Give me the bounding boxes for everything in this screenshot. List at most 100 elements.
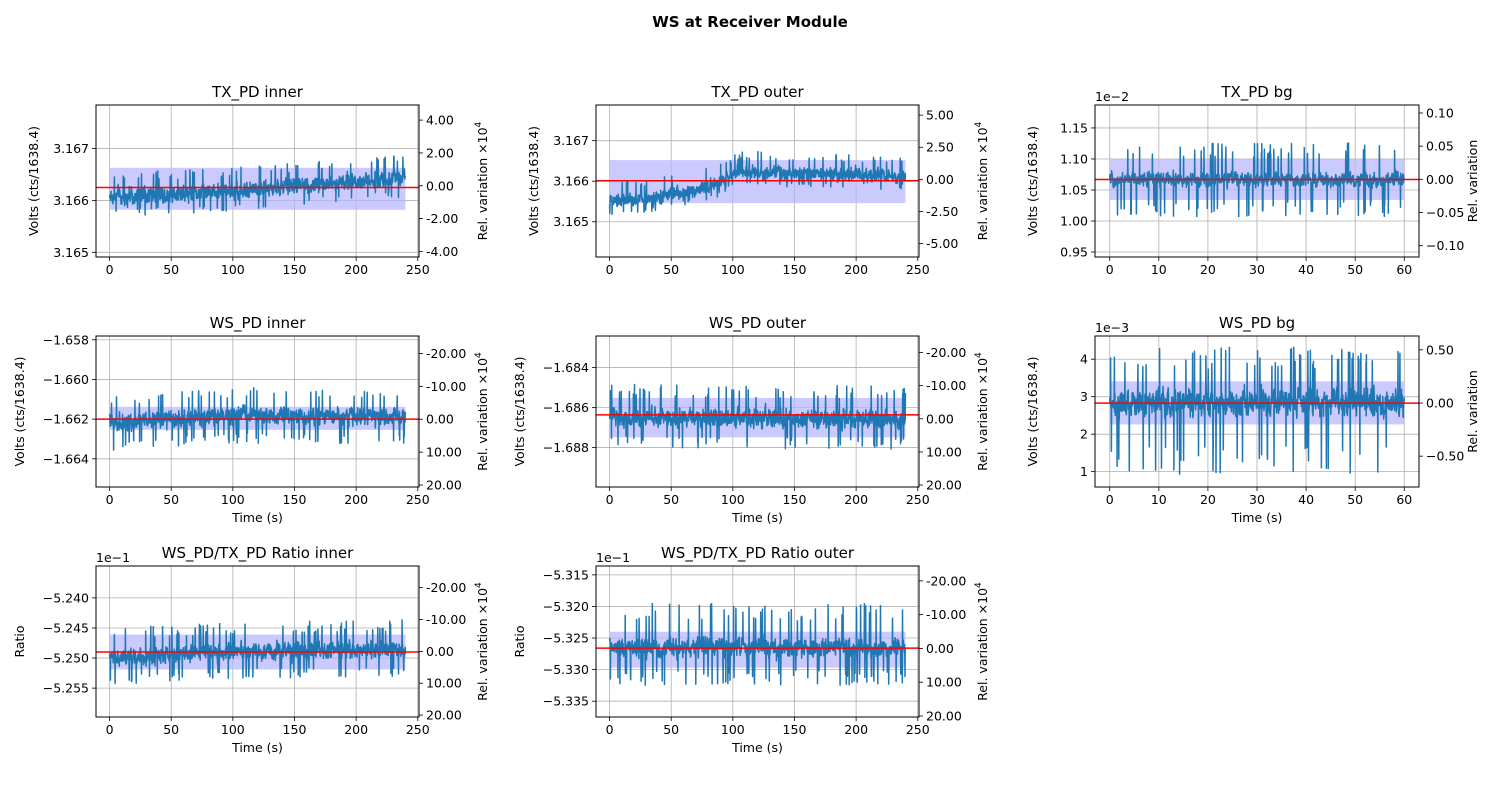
right-axis-label-exponent: 4 <box>474 582 484 588</box>
x-tick-label: 60 <box>1396 262 1412 277</box>
right-axis-label-exponent: 4 <box>474 121 484 127</box>
x-tick-label: 150 <box>283 262 307 277</box>
x-tick-label: 100 <box>721 722 745 737</box>
x-tick-label: 150 <box>783 492 807 507</box>
right-axis-label: Rel. variation ×104 <box>474 121 490 240</box>
right-tick-label: 2.50 <box>926 140 954 155</box>
series-line <box>608 150 907 216</box>
x-tick-label: 250 <box>906 262 930 277</box>
y-tick-label: −5.325 <box>543 631 589 646</box>
y-axis-label: Volts (cts/1638.4) <box>26 126 41 236</box>
x-tick-label: 20 <box>1200 262 1216 277</box>
y-tick-label: 3.167 <box>53 141 89 156</box>
right-axis-label: Rel. variation ×104 <box>974 121 990 240</box>
y-tick-label: 1.15 <box>1060 120 1088 135</box>
x-tick-label: 50 <box>163 492 179 507</box>
axis-offset-label: 1e−1 <box>96 550 130 565</box>
x-tick-label: 250 <box>906 722 930 737</box>
x-tick-label: 100 <box>221 262 245 277</box>
series-line <box>1108 142 1405 218</box>
right-axis-label-exponent: 4 <box>974 582 984 588</box>
right-tick-label: -20.00 <box>426 346 466 361</box>
x-tick-label: 10 <box>1151 492 1167 507</box>
axes-frame <box>95 565 420 718</box>
right-tick-label: -4.00 <box>426 244 458 259</box>
right-tick-label: 10.00 <box>426 676 462 691</box>
y-tick-label: −1.664 <box>43 451 89 466</box>
y-tick-label: −5.320 <box>543 599 589 614</box>
y-tick-label: 3 <box>1080 389 1088 404</box>
x-tick-label: 50 <box>663 722 679 737</box>
x-tick-label: 150 <box>783 722 807 737</box>
series-line <box>1108 346 1406 475</box>
y-tick-label: 3.165 <box>553 214 589 229</box>
y-tick-label: 1.05 <box>1060 182 1088 197</box>
y-tick-label: −1.660 <box>43 372 89 387</box>
x-tick-label: 50 <box>163 262 179 277</box>
x-tick-label: 200 <box>844 262 868 277</box>
right-tick-label: −0.50 <box>1426 449 1464 464</box>
x-tick-label: 40 <box>1298 262 1314 277</box>
x-tick-label: 250 <box>406 262 430 277</box>
x-tick-label: 60 <box>1396 492 1412 507</box>
right-tick-label: 10.00 <box>926 675 962 690</box>
right-tick-label: 0.05 <box>1426 139 1454 154</box>
x-tick-label: 0 <box>606 722 614 737</box>
x-tick-label: 150 <box>283 722 307 737</box>
y-tick-label: 3.166 <box>553 174 589 189</box>
x-tick-label: 50 <box>663 492 679 507</box>
right-axis-label-exponent: 4 <box>474 352 484 358</box>
y-tick-label: −5.255 <box>43 681 89 696</box>
y-tick-label: −5.330 <box>543 662 589 677</box>
y-axis-label: Volts (cts/1638.4) <box>512 356 527 466</box>
x-tick-label: 100 <box>721 262 745 277</box>
right-tick-label: -20.00 <box>926 573 966 588</box>
y-tick-label: 3.165 <box>53 245 89 260</box>
right-tick-label: -20.00 <box>426 580 466 595</box>
right-axis-label: Rel. variation ×104 <box>474 352 490 471</box>
right-tick-label: 0.00 <box>426 412 454 427</box>
x-tick-label: 0 <box>106 262 114 277</box>
y-axis-label: Ratio <box>512 625 527 657</box>
right-tick-label: 20.00 <box>426 478 462 493</box>
subplot-title: TX_PD inner <box>211 83 304 102</box>
x-tick-label: 0 <box>106 492 114 507</box>
right-tick-label: 0.50 <box>1426 342 1454 357</box>
x-tick-label: 0 <box>1106 262 1114 277</box>
axes-frame <box>595 335 920 488</box>
y-tick-label: 4 <box>1080 352 1088 367</box>
y-axis-label: Ratio <box>12 625 27 657</box>
right-tick-label: 10.00 <box>926 444 962 459</box>
right-axis-label: Rel. variation <box>1465 370 1480 453</box>
right-tick-label: 20.00 <box>426 708 462 723</box>
y-tick-label: 3.167 <box>553 133 589 148</box>
x-tick-label: 10 <box>1151 262 1167 277</box>
y-tick-label: 1.00 <box>1060 214 1088 229</box>
right-tick-label: -10.00 <box>926 607 966 622</box>
right-axis-label: Rel. variation ×104 <box>974 582 990 701</box>
right-tick-label: 20.00 <box>926 708 962 723</box>
y-tick-label: −1.684 <box>543 360 589 375</box>
right-tick-label: 0.00 <box>426 644 454 659</box>
right-tick-label: -20.00 <box>926 345 966 360</box>
x-tick-label: 250 <box>906 492 930 507</box>
subplot-7: 0 50 100 150 200 250 −5.255 −5.250 −5.245 −5.240 -… <box>12 544 490 755</box>
x-tick-label: 100 <box>221 722 245 737</box>
right-tick-label: 10.00 <box>426 445 462 460</box>
right-axis-label-exponent: 4 <box>974 352 984 358</box>
axes-frame <box>595 565 920 718</box>
y-tick-label: −1.688 <box>543 440 589 455</box>
x-axis-label: Time (s) <box>231 740 283 755</box>
axis-offset-label: 1e−2 <box>1095 89 1129 104</box>
subplot-title: WS_PD/TX_PD Ratio inner <box>162 544 354 563</box>
y-tick-label: −1.662 <box>43 412 89 427</box>
y-tick-label: −5.315 <box>543 567 589 582</box>
axis-offset-label: 1e−3 <box>1095 320 1129 335</box>
x-tick-label: 30 <box>1249 492 1265 507</box>
y-tick-label: 3.166 <box>53 193 89 208</box>
x-tick-label: 250 <box>406 722 430 737</box>
x-tick-label: 0 <box>1106 492 1114 507</box>
right-axis-label-exponent: 4 <box>974 121 984 127</box>
series-line <box>108 386 407 452</box>
y-axis-label: Volts (cts/1638.4) <box>1025 356 1040 466</box>
